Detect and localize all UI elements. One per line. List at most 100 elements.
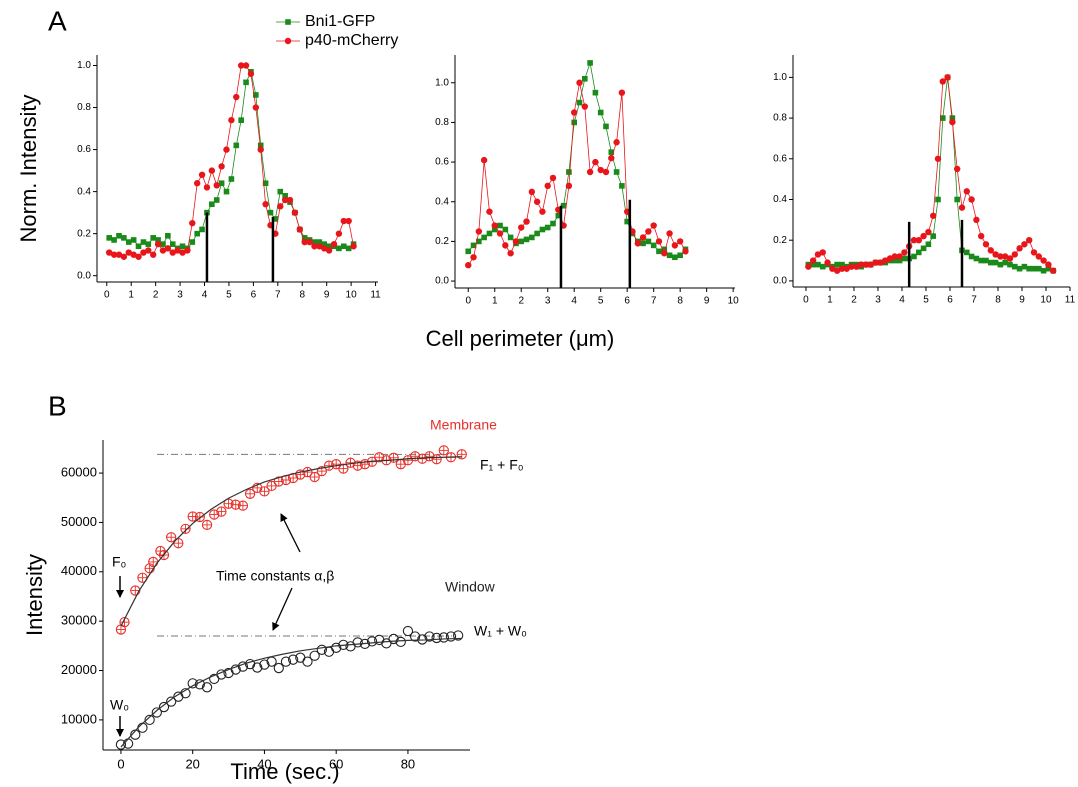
point bbox=[115, 251, 123, 258]
point bbox=[877, 259, 884, 266]
point bbox=[125, 239, 132, 245]
point bbox=[280, 656, 292, 667]
point bbox=[1049, 267, 1057, 274]
x-tick-label: 9 bbox=[1019, 295, 1025, 306]
point bbox=[566, 169, 572, 175]
point bbox=[1035, 265, 1042, 272]
point bbox=[555, 212, 562, 219]
point bbox=[277, 203, 284, 210]
point bbox=[925, 241, 932, 248]
point bbox=[549, 174, 557, 182]
point bbox=[445, 631, 457, 642]
x-tick-label: 6 bbox=[624, 296, 630, 307]
fit-curve bbox=[120, 637, 462, 748]
point bbox=[267, 209, 274, 216]
point bbox=[576, 99, 583, 106]
point bbox=[550, 220, 556, 227]
point bbox=[199, 226, 205, 233]
point bbox=[634, 240, 641, 247]
y-tick-label: 0.4 bbox=[77, 186, 91, 197]
x-tick-label: 5 bbox=[226, 290, 232, 301]
x-tick-label: 80 bbox=[401, 757, 415, 772]
x-tick-label: 5 bbox=[598, 296, 604, 307]
x-tick-label: 8 bbox=[995, 295, 1001, 306]
point bbox=[159, 247, 167, 254]
point bbox=[1040, 267, 1047, 274]
point bbox=[934, 155, 942, 162]
point bbox=[920, 232, 927, 240]
point bbox=[1016, 265, 1023, 272]
point bbox=[257, 142, 264, 149]
point bbox=[259, 659, 270, 670]
y-tick-label: 0.4 bbox=[773, 194, 787, 205]
point bbox=[949, 118, 956, 126]
point bbox=[1040, 257, 1047, 264]
point bbox=[252, 104, 260, 111]
point bbox=[560, 202, 567, 209]
point bbox=[155, 237, 161, 243]
point bbox=[901, 255, 908, 262]
point bbox=[316, 644, 327, 655]
y-axis-label: Intensity bbox=[22, 554, 47, 636]
point bbox=[309, 650, 320, 661]
point bbox=[497, 222, 503, 229]
point bbox=[431, 454, 442, 465]
point bbox=[973, 255, 980, 262]
point bbox=[173, 538, 184, 549]
point bbox=[291, 209, 299, 216]
point bbox=[166, 532, 177, 543]
point bbox=[1025, 236, 1033, 244]
point bbox=[115, 739, 127, 750]
point bbox=[496, 230, 504, 237]
point bbox=[125, 249, 132, 256]
point bbox=[930, 233, 936, 239]
point bbox=[1021, 241, 1028, 248]
point bbox=[1016, 245, 1023, 252]
point bbox=[824, 259, 831, 266]
point bbox=[253, 92, 259, 98]
point bbox=[431, 632, 442, 644]
point bbox=[169, 241, 176, 247]
point bbox=[154, 240, 162, 248]
annotation: W₀ bbox=[110, 697, 129, 713]
point bbox=[160, 241, 166, 247]
point bbox=[453, 630, 464, 641]
x-tick-label: 3 bbox=[875, 295, 881, 306]
point bbox=[992, 251, 999, 258]
y-tick-label: 0.8 bbox=[435, 117, 449, 128]
x-tick-label: 60 bbox=[329, 757, 343, 772]
point bbox=[608, 154, 615, 162]
point bbox=[1026, 265, 1032, 272]
legend-label: p40-mCherry bbox=[305, 32, 398, 49]
point bbox=[155, 545, 166, 557]
point bbox=[645, 238, 652, 245]
point bbox=[655, 238, 663, 245]
point bbox=[920, 245, 927, 252]
point bbox=[135, 243, 142, 250]
point bbox=[179, 243, 186, 250]
point bbox=[672, 254, 678, 261]
x-axis-label: Cell perimeter (μm) bbox=[426, 326, 615, 351]
x-tick-label: 40 bbox=[257, 757, 271, 772]
point bbox=[592, 158, 599, 166]
point bbox=[901, 249, 908, 256]
point bbox=[1045, 265, 1052, 272]
point bbox=[228, 116, 235, 124]
point bbox=[571, 109, 578, 116]
point bbox=[111, 237, 117, 243]
point bbox=[302, 656, 313, 667]
point bbox=[833, 267, 841, 274]
point bbox=[650, 222, 657, 229]
point bbox=[592, 89, 599, 96]
point bbox=[650, 242, 657, 249]
point bbox=[805, 263, 812, 270]
point bbox=[345, 245, 352, 252]
point bbox=[218, 180, 225, 187]
point bbox=[661, 250, 668, 257]
point bbox=[130, 251, 137, 258]
y-tick-label: 30000 bbox=[61, 613, 97, 628]
point bbox=[145, 241, 152, 247]
point bbox=[335, 230, 343, 237]
point bbox=[321, 245, 328, 252]
point bbox=[106, 235, 113, 241]
